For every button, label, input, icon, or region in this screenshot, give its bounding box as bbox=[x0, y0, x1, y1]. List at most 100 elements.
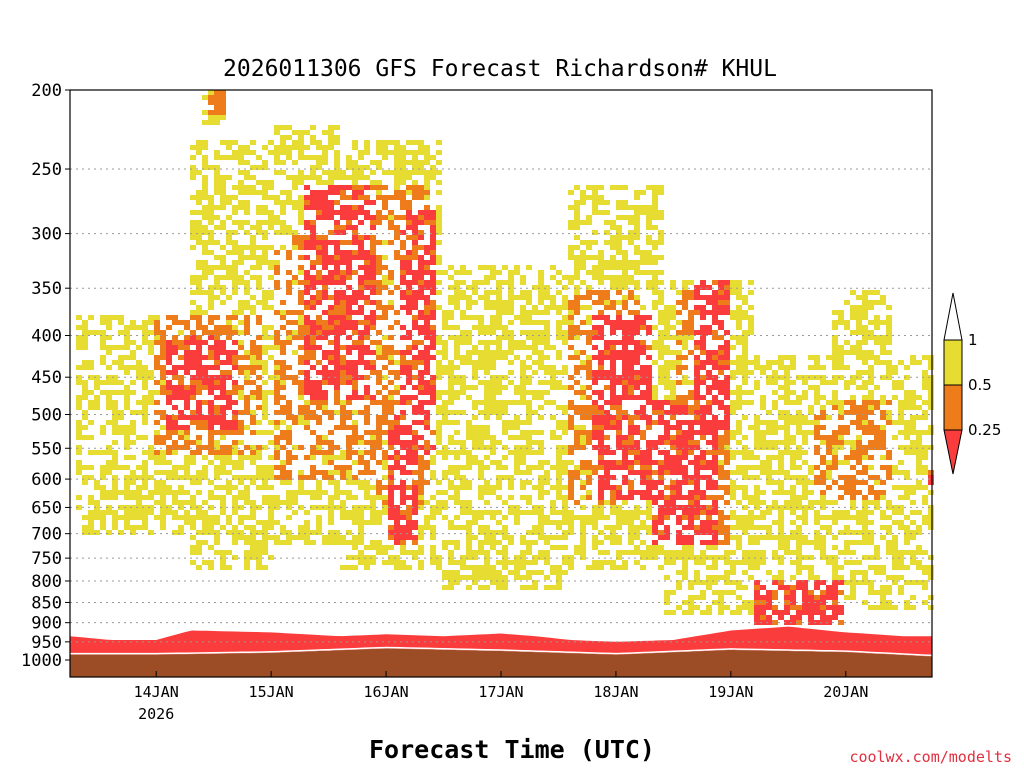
ri-cell bbox=[304, 155, 310, 160]
ri-cell bbox=[442, 500, 448, 505]
ri-cell bbox=[694, 460, 700, 465]
ri-cell bbox=[160, 415, 166, 420]
ri-cell bbox=[550, 465, 556, 470]
ri-cell bbox=[340, 275, 346, 280]
ri-cell bbox=[496, 520, 502, 525]
ri-cell bbox=[238, 515, 244, 520]
ri-cell bbox=[610, 395, 616, 400]
ri-cell bbox=[238, 450, 244, 455]
ri-cell bbox=[712, 420, 718, 425]
ri-cell bbox=[466, 355, 472, 360]
ri-cell bbox=[238, 275, 244, 280]
ri-cell bbox=[460, 465, 466, 470]
ri-cell bbox=[340, 255, 346, 260]
ri-cell bbox=[652, 210, 658, 215]
ri-cell bbox=[370, 470, 376, 475]
ri-cell bbox=[520, 460, 526, 465]
ri-cell bbox=[532, 570, 538, 575]
ri-cell bbox=[430, 505, 436, 510]
ri-cell bbox=[160, 390, 166, 395]
ri-cell bbox=[256, 465, 262, 470]
ri-cell bbox=[142, 320, 148, 325]
ri-cell bbox=[730, 455, 736, 460]
ri-cell bbox=[592, 375, 598, 380]
ri-cell bbox=[418, 170, 424, 175]
ri-cell bbox=[262, 380, 268, 385]
ri-cell bbox=[604, 550, 610, 555]
ri-cell bbox=[430, 245, 436, 250]
ri-cell bbox=[388, 465, 394, 470]
ri-cell bbox=[208, 100, 214, 105]
ri-cell bbox=[202, 145, 208, 150]
ri-cell bbox=[604, 230, 610, 235]
ri-cell bbox=[406, 310, 412, 315]
ri-cell bbox=[730, 390, 736, 395]
ri-cell bbox=[754, 615, 760, 620]
ri-cell bbox=[112, 495, 118, 500]
ri-cell bbox=[598, 430, 604, 435]
ri-cell bbox=[766, 460, 772, 465]
ri-cell bbox=[526, 315, 532, 320]
ri-cell bbox=[220, 220, 226, 225]
ri-cell bbox=[232, 280, 238, 285]
ri-cell bbox=[346, 465, 352, 470]
ri-cell bbox=[538, 525, 544, 530]
ri-cell bbox=[400, 440, 406, 445]
ri-cell bbox=[628, 420, 634, 425]
ri-cell bbox=[352, 235, 358, 240]
ri-cell bbox=[418, 215, 424, 220]
ri-cell bbox=[88, 360, 94, 365]
ri-cell bbox=[352, 395, 358, 400]
ri-cell bbox=[700, 415, 706, 420]
ri-cell bbox=[214, 90, 220, 95]
ri-cell bbox=[724, 380, 730, 385]
ri-cell bbox=[634, 530, 640, 535]
ri-cell bbox=[490, 540, 496, 545]
ri-cell bbox=[604, 400, 610, 405]
ri-cell bbox=[454, 355, 460, 360]
ri-cell bbox=[382, 315, 388, 320]
ri-cell bbox=[478, 295, 484, 300]
ri-cell bbox=[562, 315, 568, 320]
ri-cell bbox=[622, 365, 628, 370]
ri-cell bbox=[358, 515, 364, 520]
ri-cell bbox=[370, 315, 376, 320]
ri-cell bbox=[286, 480, 292, 485]
ri-cell bbox=[562, 330, 568, 335]
ri-cell bbox=[292, 415, 298, 420]
ri-cell bbox=[418, 495, 424, 500]
ri-cell bbox=[292, 330, 298, 335]
ri-cell bbox=[250, 250, 256, 255]
ri-cell bbox=[364, 295, 370, 300]
ri-cell bbox=[376, 190, 382, 195]
ri-cell bbox=[550, 275, 556, 280]
ri-cell bbox=[604, 275, 610, 280]
ri-cell bbox=[370, 500, 376, 505]
ri-cell bbox=[556, 380, 562, 385]
ri-cell bbox=[256, 205, 262, 210]
ri-cell bbox=[376, 180, 382, 185]
ri-cell bbox=[508, 425, 514, 430]
ri-cell bbox=[310, 465, 316, 470]
ri-cell bbox=[322, 265, 328, 270]
ri-cell bbox=[208, 250, 214, 255]
ri-cell bbox=[364, 365, 370, 370]
ri-cell bbox=[232, 285, 238, 290]
ri-cell bbox=[550, 510, 556, 515]
ri-cell bbox=[424, 285, 430, 290]
ri-cell bbox=[580, 495, 586, 500]
ri-cell bbox=[376, 390, 382, 395]
ri-cell bbox=[652, 195, 658, 200]
ri-cell bbox=[676, 455, 682, 460]
ri-cell bbox=[160, 510, 166, 515]
ri-cell bbox=[562, 430, 568, 435]
ri-cell bbox=[538, 300, 544, 305]
ri-cell bbox=[646, 545, 652, 550]
ri-cell bbox=[772, 430, 778, 435]
ri-cell bbox=[754, 455, 760, 460]
ri-cell bbox=[418, 380, 424, 385]
ri-cell bbox=[574, 425, 580, 430]
ri-cell bbox=[658, 365, 664, 370]
ri-cell bbox=[394, 320, 400, 325]
ri-cell bbox=[160, 410, 166, 415]
